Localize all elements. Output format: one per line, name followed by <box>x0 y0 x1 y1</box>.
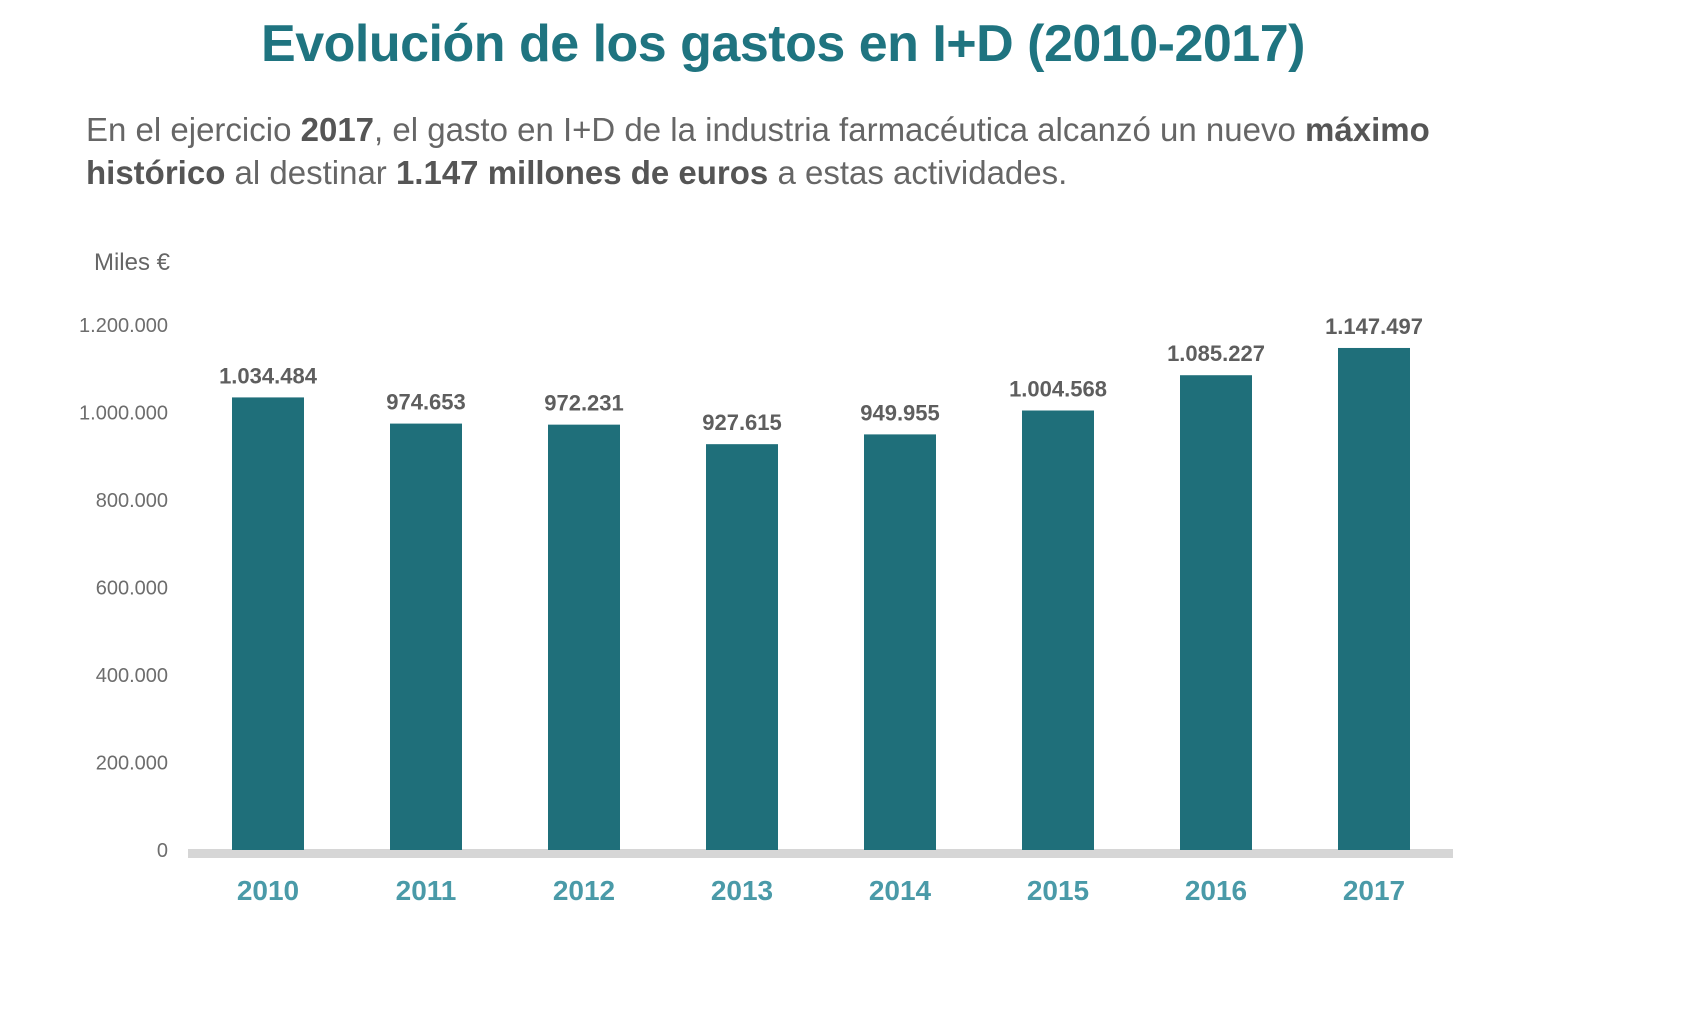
bar-2012 <box>548 424 620 850</box>
y-tick-label: 0 <box>157 840 168 862</box>
subtitle-text: , el gasto en I+D de la industria farmac… <box>374 111 1306 148</box>
x-tick-label-2013: 2013 <box>711 875 773 906</box>
subtitle-text: a estas actividades. <box>768 154 1068 191</box>
y-tick-label: 1.000.000 <box>79 403 168 425</box>
value-label-2011: 974.653 <box>386 390 466 415</box>
y-tick-label: 1.200.000 <box>79 315 168 337</box>
x-axis-labels: 2010 2011 2012 2013 2014 2015 2016 2017 <box>237 875 1405 906</box>
value-label-2016: 1.085.227 <box>1167 341 1265 366</box>
y-axis-ticks: 0 200.000 400.000 600.000 800.000 1.000.000 1.… <box>79 315 168 862</box>
value-label-2013: 927.615 <box>702 410 782 435</box>
bar-2013 <box>706 444 778 850</box>
bars <box>232 347 1410 850</box>
value-label-2014: 949.955 <box>860 400 940 425</box>
bar-2016 <box>1180 375 1252 850</box>
chart-title: Evolución de los gastos en I+D (2010-201… <box>261 15 1305 73</box>
subtitle-emphasis: 2017 <box>300 111 375 148</box>
x-tick-label-2010: 2010 <box>237 875 299 906</box>
chart-subtitle: En el ejercicio 2017, el gasto en I+D de… <box>86 108 1506 194</box>
bar-2017 <box>1338 347 1410 850</box>
x-tick-label-2014: 2014 <box>869 875 932 906</box>
x-tick-label-2016: 2016 <box>1185 875 1247 906</box>
x-tick-label-2011: 2011 <box>396 875 457 906</box>
bar-2014 <box>864 434 936 850</box>
subtitle-text: al destinar <box>225 154 396 191</box>
x-axis-baseline <box>188 849 1453 858</box>
value-label-2010: 1.034.484 <box>219 363 318 388</box>
value-labels: 1.034.484 974.653 972.231 927.615 949.955 1.0… <box>219 314 1423 435</box>
subtitle-emphasis: máximo histórico <box>86 111 1430 191</box>
y-tick-label: 400.000 <box>96 665 168 687</box>
value-label-2015: 1.004.568 <box>1009 377 1107 402</box>
y-tick-label: 200.000 <box>96 753 168 775</box>
subtitle-text: En el ejercicio <box>86 111 301 148</box>
y-tick-label: 800.000 <box>96 490 168 512</box>
bar-2011 <box>390 423 462 850</box>
x-tick-label-2012: 2012 <box>553 875 615 906</box>
subtitle-emphasis: 1.147 millones de euros <box>395 154 769 191</box>
x-tick-label-2017: 2017 <box>1343 875 1405 906</box>
bar-2015 <box>1022 410 1094 850</box>
y-axis-unit-label: Miles € <box>94 249 171 276</box>
value-label-2017: 1.147.497 <box>1325 314 1423 339</box>
x-tick-label-2015: 2015 <box>1027 875 1089 906</box>
value-label-2012: 972.231 <box>544 391 624 416</box>
y-tick-label: 600.000 <box>96 578 168 600</box>
bar-2010 <box>232 397 304 850</box>
